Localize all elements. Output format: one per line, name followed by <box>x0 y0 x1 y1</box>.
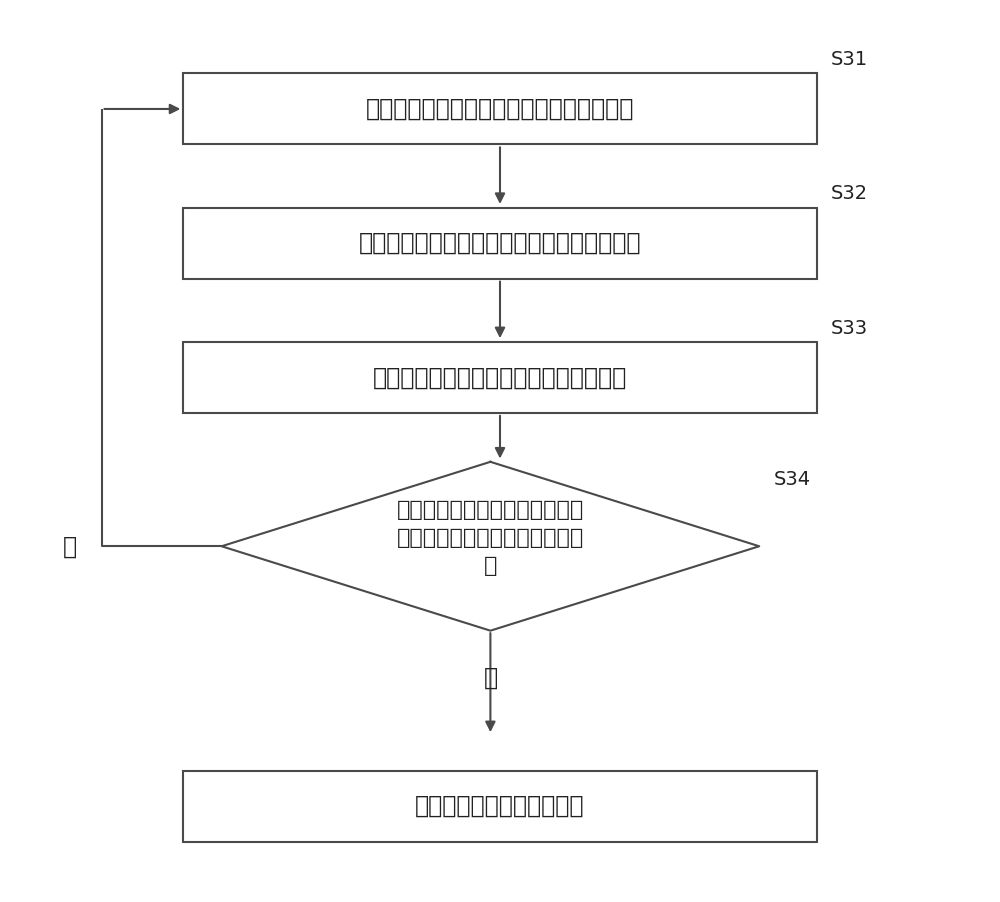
FancyBboxPatch shape <box>183 207 817 279</box>
Text: 获取司机异常轨迹验证集，验证异常轨迹: 获取司机异常轨迹验证集，验证异常轨迹 <box>373 365 627 390</box>
Text: 是: 是 <box>483 666 497 690</box>
Text: S33: S33 <box>831 318 868 337</box>
FancyBboxPatch shape <box>183 342 817 413</box>
Text: 生成异常行驶轨迹检测模型: 生成异常行驶轨迹检测模型 <box>415 794 585 818</box>
Text: S32: S32 <box>831 184 868 203</box>
Text: 否: 否 <box>63 534 77 558</box>
Text: 获取检测司机行驶轨迹中的异常轨迹训练集: 获取检测司机行驶轨迹中的异常轨迹训练集 <box>366 97 634 121</box>
Text: S34: S34 <box>774 471 811 490</box>
Text: 计算异常检测模型的检出率和误
警率，检查指标是否符合阈值要
求: 计算异常检测模型的检出率和误 警率，检查指标是否符合阈值要 求 <box>397 500 584 575</box>
Text: S31: S31 <box>831 51 868 69</box>
Text: 获取针对司机中异常轨迹问题的个性化分类器: 获取针对司机中异常轨迹问题的个性化分类器 <box>359 231 641 255</box>
FancyBboxPatch shape <box>183 73 817 144</box>
Polygon shape <box>222 462 759 630</box>
FancyBboxPatch shape <box>183 770 817 842</box>
